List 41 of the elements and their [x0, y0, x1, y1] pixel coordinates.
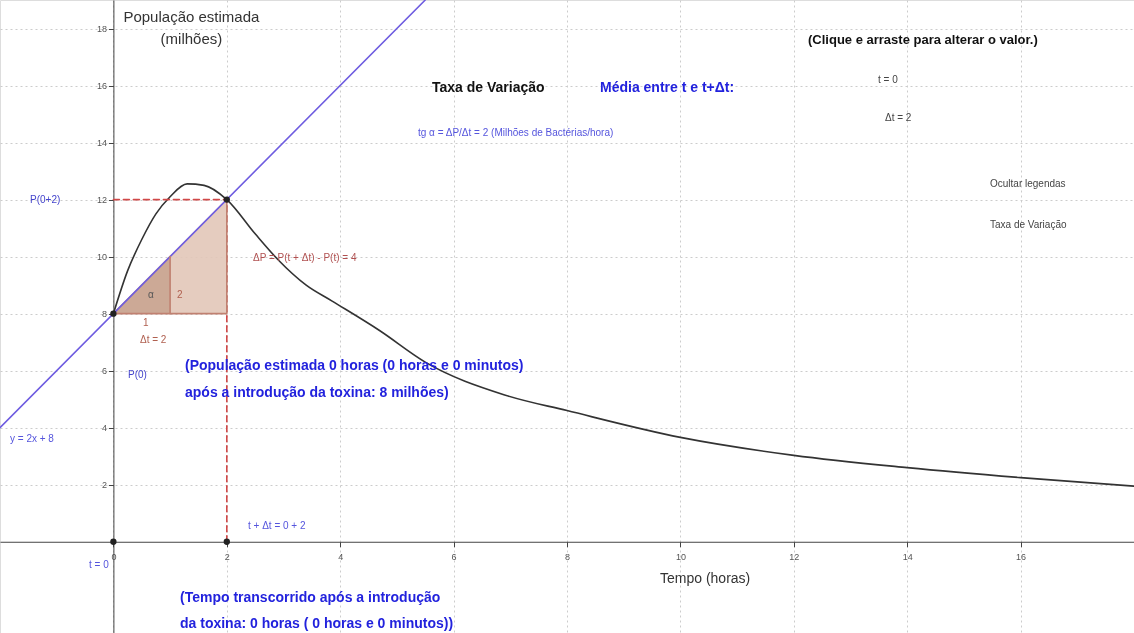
x-tick-label: 10	[675, 552, 686, 563]
annotation: (Clique e arraste para alterar o valor.)	[808, 32, 1038, 47]
y-axis-title: População estimada (milhões)	[123, 8, 261, 47]
y-tick-label: 10	[96, 252, 107, 263]
annotation: P(0+2)	[30, 194, 61, 205]
y-tick-label: 18	[96, 24, 107, 35]
annotation: ΔP = P(t + Δt) - P(t) = 4	[253, 252, 357, 263]
x-tick-label: 14	[902, 552, 913, 563]
annotation: da toxina: 0 horas ( 0 horas e 0 minutos))	[180, 615, 454, 631]
y-tick-label: 16	[96, 81, 107, 92]
x-tick-label: 16	[1016, 552, 1027, 563]
annotation: Taxa de Variação	[990, 219, 1067, 230]
annotation: y = 2x + 8	[10, 433, 55, 444]
annotation: Taxa de Variação	[432, 79, 545, 95]
annotation: t = 0	[89, 559, 110, 570]
x-tick-label: 8	[564, 552, 571, 563]
x-tick-label: 4	[338, 552, 344, 563]
y-tick-label: 14	[96, 138, 107, 149]
y-tick-label: 2	[101, 480, 107, 491]
annotation: Média entre t e t+Δt:	[600, 79, 735, 95]
x-tick-label: 12	[789, 552, 800, 563]
annotation: tg α = ΔP/Δt = 2 (Milhões de Bactérias/hora)	[418, 127, 614, 138]
annotation: t + Δt = 0 + 2	[248, 520, 306, 531]
annotation: Δt = 2	[140, 334, 167, 345]
y-tick-label: 8	[101, 309, 107, 320]
x-tick-label: 2	[224, 552, 230, 563]
x-tick-label: 6	[451, 552, 457, 563]
annotation: 1	[143, 317, 149, 328]
annotation: α	[148, 289, 154, 300]
annotation: Δt = 2	[885, 112, 912, 123]
y-tick-label: 4	[101, 423, 107, 434]
annotation: (Tempo transcorrido após a introdução	[180, 589, 441, 605]
x-tick-label: 0	[111, 552, 117, 563]
x-axis-title: Tempo (horas)	[660, 569, 751, 586]
annotation: após a introdução da toxina: 8 milhões)	[185, 384, 449, 400]
y-tick-label: 6	[101, 366, 107, 377]
annotation: P(0)	[128, 369, 147, 380]
annotation: 2	[177, 289, 183, 300]
annotation: t = 0	[878, 74, 899, 85]
annotation: Ocultar legendas	[990, 178, 1066, 189]
y-tick-label: 12	[96, 195, 107, 206]
